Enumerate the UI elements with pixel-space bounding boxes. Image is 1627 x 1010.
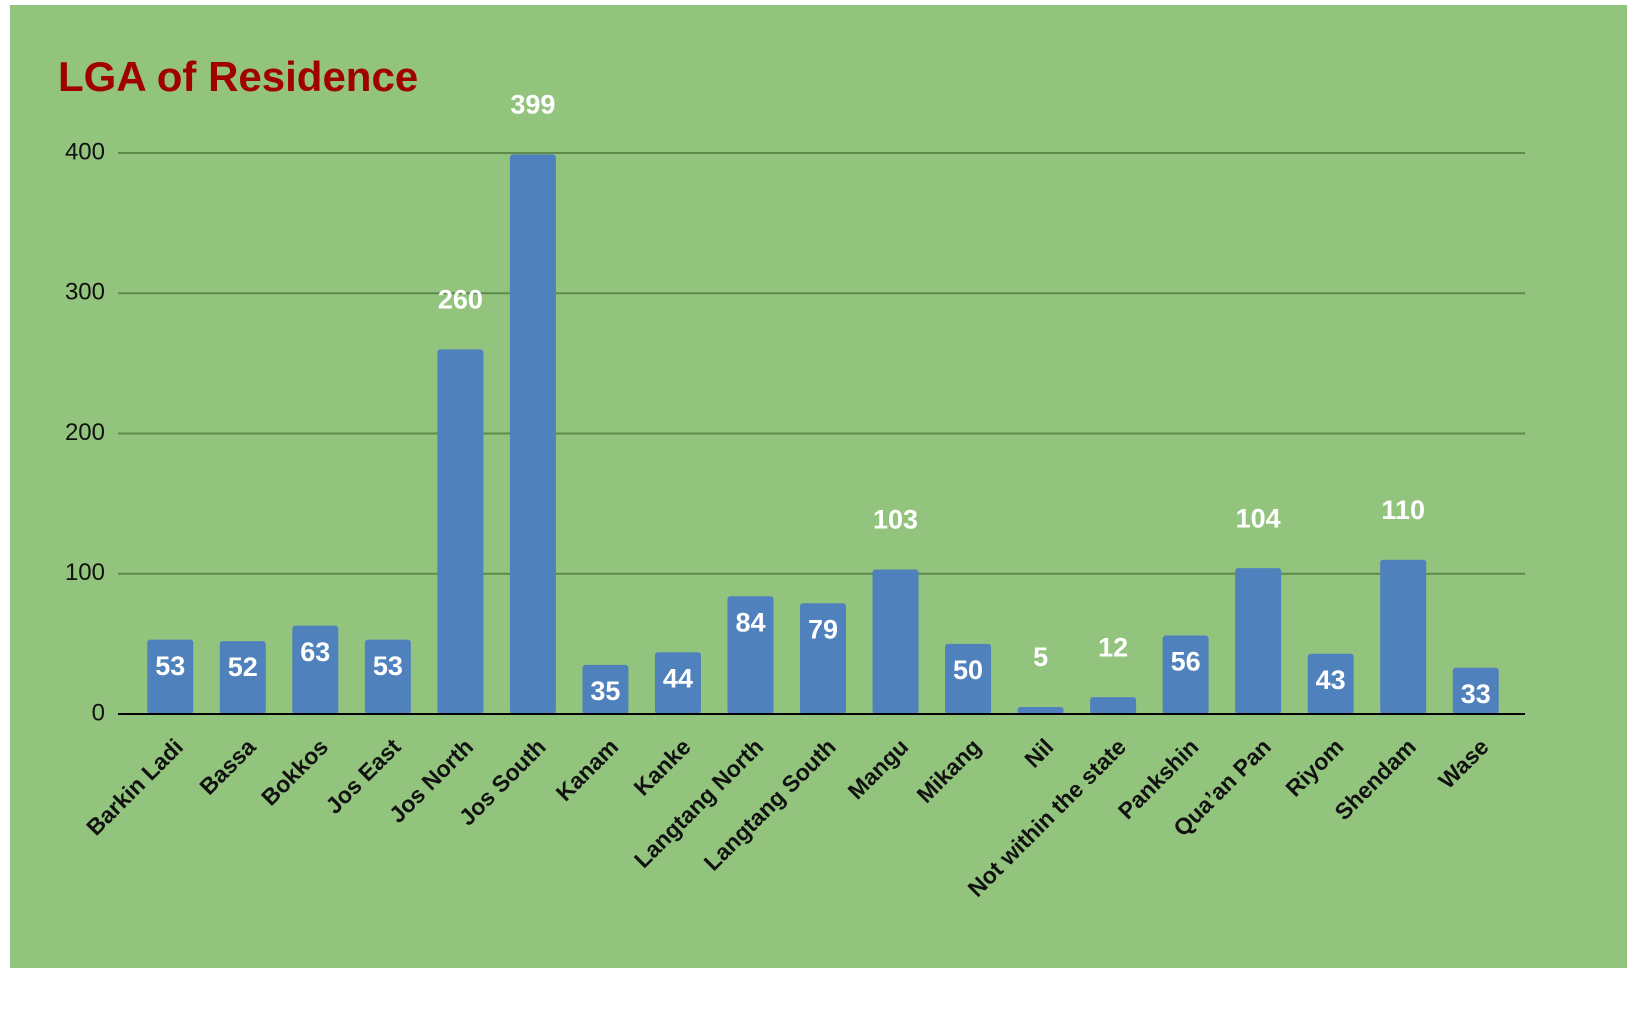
data-label: 35 [590, 676, 620, 706]
y-tick-label: 100 [65, 559, 105, 586]
data-label: 50 [953, 655, 983, 685]
data-label: 5 [1033, 642, 1048, 672]
bar [727, 596, 774, 714]
data-label: 56 [1171, 647, 1201, 677]
bar [1162, 635, 1209, 714]
data-label: 53 [373, 651, 403, 681]
y-tick-label: 0 [92, 699, 105, 726]
y-tick-label: 400 [65, 138, 105, 165]
data-label: 110 [1381, 495, 1425, 525]
y-tick-label: 300 [65, 279, 105, 306]
y-tick-label: 200 [65, 419, 105, 446]
chart-background [10, 5, 1627, 968]
bar [872, 569, 919, 714]
bar [364, 639, 411, 714]
bar [1307, 653, 1354, 714]
data-label: 33 [1461, 679, 1491, 709]
bar [147, 639, 194, 714]
bar [1380, 559, 1427, 714]
data-label: 260 [438, 284, 483, 314]
bar [219, 641, 266, 714]
bar [654, 652, 701, 714]
bar [1452, 667, 1499, 714]
data-label: 43 [1316, 665, 1346, 695]
bar [1017, 706, 1064, 714]
data-label: 52 [228, 652, 258, 682]
data-label: 63 [300, 637, 330, 667]
data-label: 79 [808, 614, 838, 644]
data-label: 84 [735, 607, 765, 637]
bar [1090, 697, 1137, 714]
bar [509, 154, 556, 715]
data-label: 399 [510, 90, 555, 120]
data-label: 53 [155, 651, 185, 681]
bar [292, 625, 339, 714]
bar [945, 643, 992, 714]
chart-title: LGA of Residence [58, 53, 418, 100]
bar [800, 603, 846, 714]
data-label: 103 [873, 505, 918, 535]
data-label: 44 [663, 663, 693, 693]
data-label: 104 [1236, 503, 1281, 533]
data-label: 12 [1098, 632, 1128, 662]
bar [1235, 568, 1282, 714]
bar [437, 349, 484, 714]
bar [582, 664, 629, 714]
